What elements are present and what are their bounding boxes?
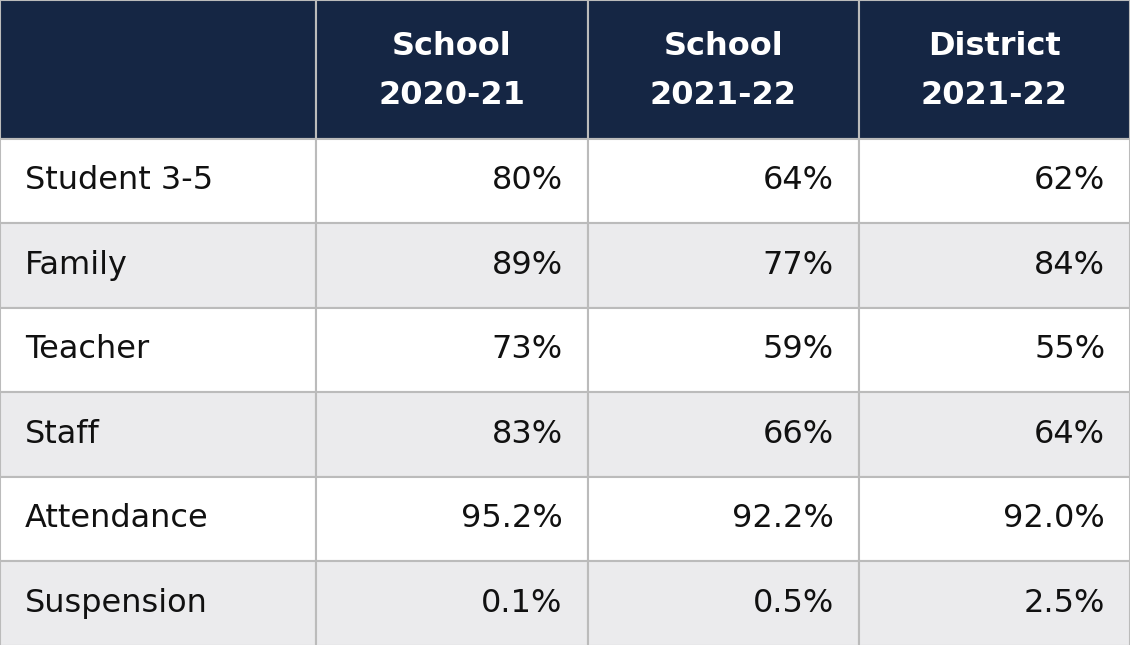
Bar xyxy=(316,139,588,223)
Bar xyxy=(588,139,859,223)
Bar xyxy=(0,392,316,477)
Text: 80%: 80% xyxy=(492,165,563,197)
Text: 89%: 89% xyxy=(492,250,563,281)
Bar xyxy=(588,477,859,561)
Text: 0.5%: 0.5% xyxy=(753,588,834,619)
Bar xyxy=(588,308,859,392)
Bar xyxy=(0,223,316,308)
Text: 59%: 59% xyxy=(763,334,834,366)
Text: 2021-22: 2021-22 xyxy=(650,79,797,111)
Text: Family: Family xyxy=(25,250,128,281)
Text: 95.2%: 95.2% xyxy=(461,503,563,535)
Bar xyxy=(316,308,588,392)
Bar xyxy=(588,392,859,477)
Text: 2021-22: 2021-22 xyxy=(921,79,1068,111)
Text: 83%: 83% xyxy=(492,419,563,450)
Text: Suspension: Suspension xyxy=(25,588,208,619)
Bar xyxy=(588,0,859,139)
Bar xyxy=(0,477,316,561)
Bar xyxy=(859,139,1130,223)
Bar xyxy=(0,561,316,645)
Bar xyxy=(859,308,1130,392)
Text: 0.1%: 0.1% xyxy=(481,588,563,619)
Bar xyxy=(316,561,588,645)
Text: 92.0%: 92.0% xyxy=(1003,503,1105,535)
Bar xyxy=(316,223,588,308)
Bar xyxy=(0,308,316,392)
Bar xyxy=(859,561,1130,645)
Bar xyxy=(588,561,859,645)
Text: 2020-21: 2020-21 xyxy=(379,79,525,111)
Text: 2.5%: 2.5% xyxy=(1024,588,1105,619)
Text: 77%: 77% xyxy=(763,250,834,281)
Text: 92.2%: 92.2% xyxy=(732,503,834,535)
Text: School: School xyxy=(392,31,512,63)
Text: Student 3-5: Student 3-5 xyxy=(25,165,212,197)
Bar xyxy=(859,0,1130,139)
Text: 64%: 64% xyxy=(1034,419,1105,450)
Bar xyxy=(316,477,588,561)
Bar xyxy=(316,392,588,477)
Bar xyxy=(859,223,1130,308)
Text: 62%: 62% xyxy=(1034,165,1105,197)
Bar xyxy=(588,223,859,308)
Bar xyxy=(859,477,1130,561)
Bar xyxy=(0,0,316,139)
Text: Teacher: Teacher xyxy=(25,334,149,366)
Bar xyxy=(859,392,1130,477)
Text: District: District xyxy=(928,31,1061,63)
Text: 84%: 84% xyxy=(1034,250,1105,281)
Text: 55%: 55% xyxy=(1034,334,1105,366)
Text: 64%: 64% xyxy=(763,165,834,197)
Bar xyxy=(316,0,588,139)
Text: 66%: 66% xyxy=(763,419,834,450)
Text: 73%: 73% xyxy=(492,334,563,366)
Text: Attendance: Attendance xyxy=(25,503,209,535)
Text: School: School xyxy=(663,31,783,63)
Bar xyxy=(0,139,316,223)
Text: Staff: Staff xyxy=(25,419,99,450)
